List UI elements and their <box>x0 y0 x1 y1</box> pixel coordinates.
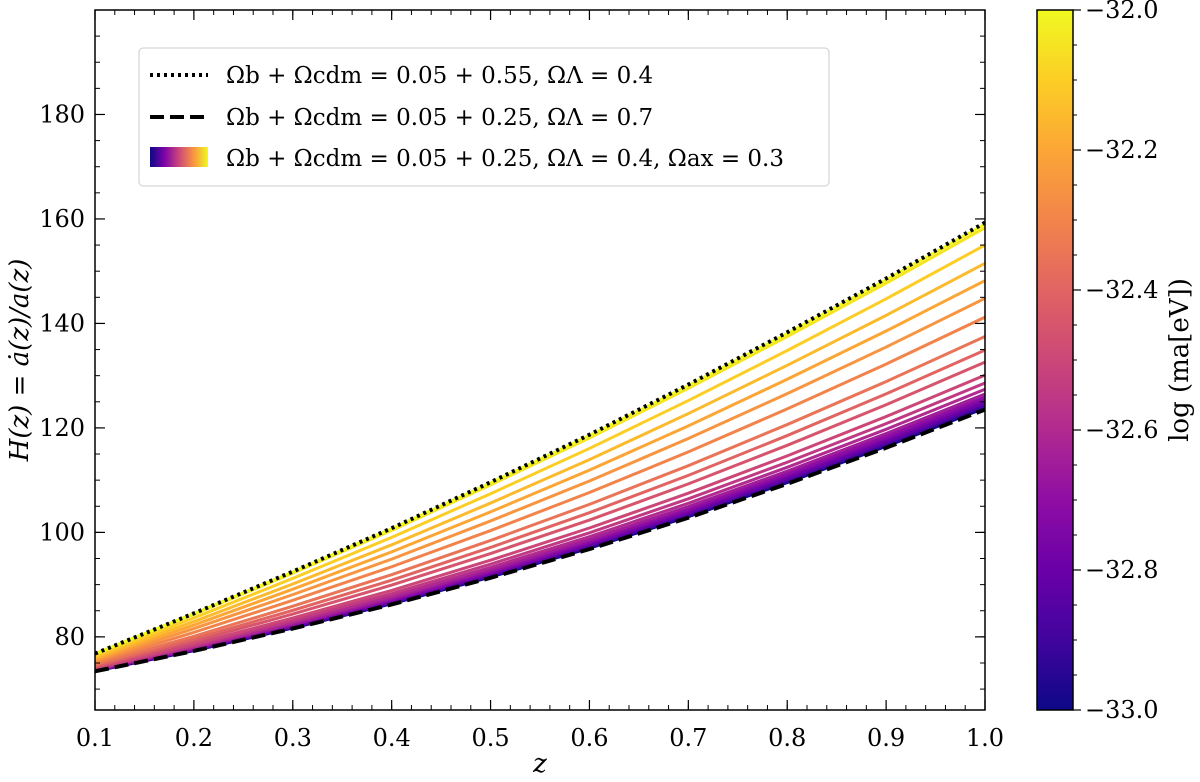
y-tick-label: 180 <box>39 100 85 128</box>
axion-mass-curve <box>95 381 985 671</box>
legend-label-dotted: Ωb + Ωcdm = 0.05 + 0.55, ΩΛ = 0.4 <box>226 63 653 89</box>
axion-mass-curve <box>95 279 985 661</box>
x-tick-label: 0.7 <box>669 724 707 752</box>
x-tick-label: 0.4 <box>373 724 411 752</box>
axion-mass-curve <box>95 315 985 664</box>
x-tick-label: 0.3 <box>274 724 312 752</box>
dashed-reference-curve <box>95 407 985 674</box>
axion-mass-curve <box>95 243 985 658</box>
plot-curves <box>95 222 985 673</box>
legend-label-dashed: Ωb + Ωcdm = 0.05 + 0.25, ΩΛ = 0.7 <box>226 105 653 131</box>
axion-mass-curve <box>95 335 985 666</box>
axion-mass-curve <box>95 360 985 669</box>
y-tick-label: 80 <box>54 623 85 651</box>
colorbar-tick-label: −32.8 <box>1085 556 1159 584</box>
colorbar-tick-label: −32.4 <box>1085 276 1159 304</box>
axion-mass-curve <box>95 348 985 668</box>
x-tick-label: 0.8 <box>768 724 806 752</box>
y-tick-label: 160 <box>39 205 85 233</box>
axion-mass-curve <box>95 222 985 656</box>
x-tick-label: 0.5 <box>471 724 509 752</box>
reference-lines <box>95 220 985 674</box>
legend-colormap-swatch <box>150 147 208 167</box>
colorbar-tick-label: −32.0 <box>1085 0 1159 24</box>
x-tick-label: 0.6 <box>570 724 608 752</box>
colorbar-label: log (ma[eV]) <box>1165 278 1195 442</box>
colorbar-tick-label: −32.6 <box>1085 416 1159 444</box>
axion-mass-curve <box>95 297 985 663</box>
x-tick-label: 0.1 <box>76 724 114 752</box>
y-tick-label: 140 <box>39 309 85 337</box>
y-tick-label: 120 <box>39 414 85 442</box>
y-tick-label: 100 <box>39 518 85 546</box>
legend-label-colormap: Ωb + Ωcdm = 0.05 + 0.25, ΩΛ = 0.4, Ωax =… <box>226 146 784 172</box>
colorbar-ticks: −32.0 −32.2 −32.4 −32.6 −32.8 −33.0 <box>1073 0 1159 724</box>
x-tick-label: 1.0 <box>966 724 1004 752</box>
colorbar <box>1036 9 1074 711</box>
y-axis: 80 100 120 140 160 180 <box>39 35 985 690</box>
colorbar-tick-label: −33.0 <box>1085 696 1159 724</box>
x-axis-label: z <box>532 749 547 779</box>
y-axis-label: H(z) = ȧ(z)/a(z) <box>5 259 35 463</box>
x-tick-label: 0.2 <box>175 724 213 752</box>
legend: Ωb + Ωcdm = 0.05 + 0.55, ΩΛ = 0.4 Ωb + Ω… <box>138 47 830 187</box>
x-axis: 0.1 0.2 0.3 0.4 0.5 0.6 0.7 0.8 0.9 1.0 <box>76 10 1004 752</box>
dotted-reference-curve <box>95 220 985 656</box>
plot-frame <box>94 9 986 711</box>
legend-box <box>138 47 830 187</box>
axion-mass-curve <box>95 226 985 656</box>
colorbar-tick-label: −32.2 <box>1085 136 1159 164</box>
axion-mass-curve <box>95 387 985 671</box>
x-tick-label: 0.9 <box>867 724 905 752</box>
axion-mass-curve <box>95 262 985 659</box>
axion-mass-curve <box>95 373 985 670</box>
